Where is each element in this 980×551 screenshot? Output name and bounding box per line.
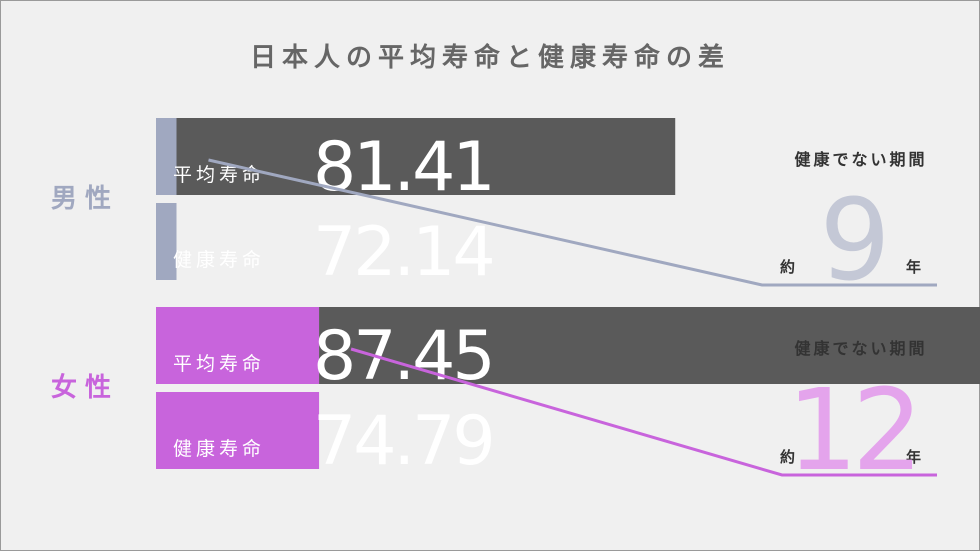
series-label-healthy-male: 健康寿命 — [173, 249, 265, 271]
value-label-average-female: 87.45 — [313, 317, 493, 396]
gap-label-female: 健康でない期間 — [794, 339, 927, 358]
gap-prefix-female: 約 — [780, 448, 795, 466]
series-label-healthy-female: 健康寿命 — [173, 438, 265, 460]
bar-healthy-female — [156, 392, 320, 469]
bar-average-male — [156, 118, 177, 195]
bar-gap-male — [176, 118, 676, 195]
gap-suffix-female: 年 — [906, 448, 921, 466]
category-label-female: 女性 — [51, 372, 119, 403]
gap-prefix-male: 約 — [780, 258, 795, 276]
bar-healthy-male — [156, 203, 177, 280]
value-label-average-male: 81.41 — [313, 128, 493, 207]
gap-value-female: 12 — [787, 366, 918, 496]
gap-value-male: 9 — [819, 176, 884, 306]
category-label-male: 男性 — [51, 184, 119, 214]
value-label-healthy-male: 72.14 — [313, 213, 493, 292]
gap-connector-male — [208, 158, 937, 287]
gap-label-male: 健康でない期間 — [794, 150, 927, 169]
chart-title: 日本人の平均寿命と健康寿命の差 — [250, 42, 730, 73]
bar-average-female — [156, 307, 320, 384]
value-label-healthy-female: 74.79 — [313, 402, 493, 481]
series-label-average-male: 平均寿命 — [173, 164, 265, 186]
series-label-average-female: 平均寿命 — [173, 353, 265, 375]
gap-suffix-male: 年 — [906, 258, 921, 276]
gap-connector-female — [350, 347, 937, 477]
